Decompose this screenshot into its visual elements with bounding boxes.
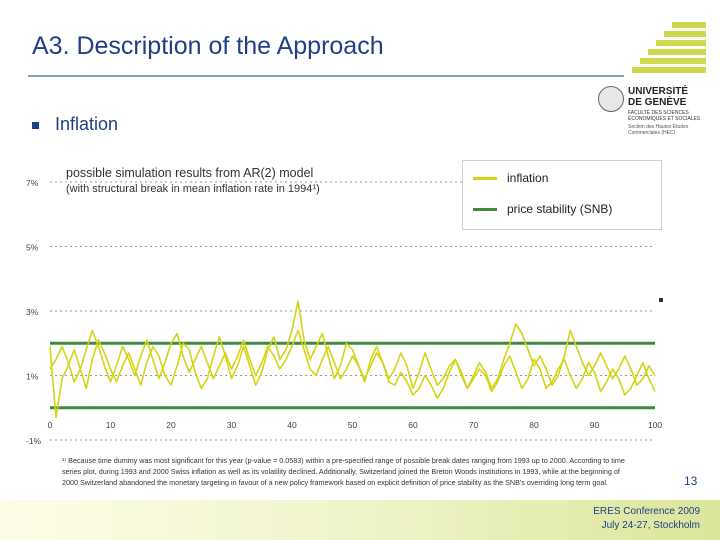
x-tick-label: 0 (48, 420, 53, 430)
legend-item-inflation: inflation (473, 171, 548, 185)
university-name: UNIVERSITÉ DE GENÈVE (628, 86, 689, 108)
legend-swatch-inflation (473, 176, 497, 180)
x-tick-label: 50 (348, 420, 358, 430)
inflation-path-line (49, 323, 656, 399)
slide-title: A3. Description of the Approach (32, 32, 384, 60)
y-tick-label: 5% (26, 243, 39, 253)
footer-conference: ERES Conference 2009 (593, 506, 700, 517)
x-tick-label: 100 (648, 420, 662, 430)
logo-blocks-icon (632, 22, 706, 73)
footer-dates: July 24-27, Stockholm (601, 520, 700, 531)
y-tick-label: 3% (26, 307, 39, 317)
faculty-name: FACULTÉ DES SCIENCES ÉCONOMIQUES ET SOCI… (628, 110, 701, 122)
price-stability-lines (50, 341, 655, 410)
legend-label-inflation: inflation (507, 171, 549, 185)
chart-subtitle: (with structural break in mean inflation… (66, 183, 320, 195)
square-bullet-icon (32, 122, 39, 129)
inflation-paths (49, 300, 656, 419)
chart-legend: inflation price stability (SNB) (462, 160, 662, 230)
title-divider (28, 75, 624, 77)
x-tick-label: 40 (287, 420, 297, 430)
y-axis-ticks: -1% 1% 3% 5% 7% (26, 178, 42, 446)
chart-gridlines (50, 181, 655, 441)
bullet-label: Inflation (55, 114, 119, 134)
page-number: 13 (684, 474, 698, 488)
x-tick-label: 10 (106, 420, 116, 430)
x-tick-label: 90 (590, 420, 600, 430)
inflation-path-line (49, 300, 656, 419)
marker-square (659, 298, 663, 302)
y-tick-label: 7% (26, 178, 39, 188)
university-logo: UNIVERSITÉ DE GENÈVE FACULTÉ DES SCIENCE… (598, 84, 710, 144)
x-axis-ticks: 0 10 20 30 40 50 60 70 80 90 100 (48, 420, 663, 430)
x-tick-label: 30 (227, 420, 237, 430)
legend-label-price-stability: price stability (SNB) (507, 202, 613, 216)
x-tick-label: 20 (166, 420, 176, 430)
footnote: ¹⁾ Because time dummy was most significa… (62, 456, 625, 487)
x-tick-label: 60 (408, 420, 418, 430)
section-name: Section des Hautes Études Commerciales (… (628, 124, 689, 136)
seal-icon (598, 86, 624, 112)
y-tick-label: -1% (26, 436, 42, 446)
bullet-inflation: Inflation (32, 114, 118, 135)
legend-swatch-price-stability (473, 207, 497, 211)
x-tick-label: 80 (529, 420, 539, 430)
legend-item-price-stability: price stability (SNB) (473, 202, 612, 216)
chart-title: possible simulation results from AR(2) m… (66, 166, 314, 180)
y-tick-label: 1% (26, 372, 39, 382)
footer-bar (0, 500, 720, 540)
x-tick-label: 70 (469, 420, 479, 430)
